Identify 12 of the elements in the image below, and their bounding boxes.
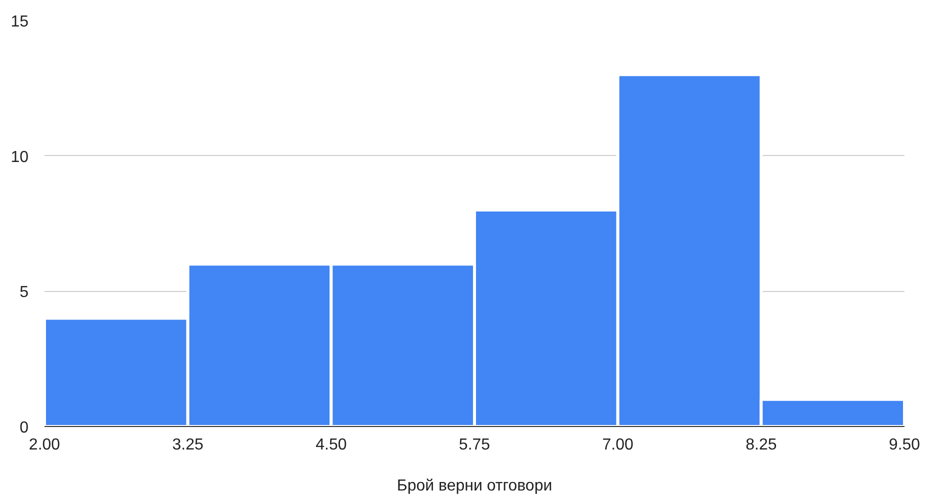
x-tick-label: 9.50 [888, 436, 920, 454]
x-tick-label: 8.25 [746, 436, 777, 454]
y-tick-label: 5 [20, 284, 29, 302]
y-tick-label: 10 [10, 148, 29, 166]
y-tick-label: 15 [10, 14, 29, 30]
x-axis-title: Брой верни отговори [396, 478, 552, 494]
x-tick-label: 7.00 [602, 436, 634, 454]
x-tick-label: 5.75 [458, 436, 490, 454]
x-tick-label: 2.00 [28, 436, 60, 454]
x-tick-label: 4.50 [316, 436, 347, 454]
y-tick-label: 0 [20, 420, 29, 436]
x-tick-label: 3.25 [172, 436, 204, 454]
